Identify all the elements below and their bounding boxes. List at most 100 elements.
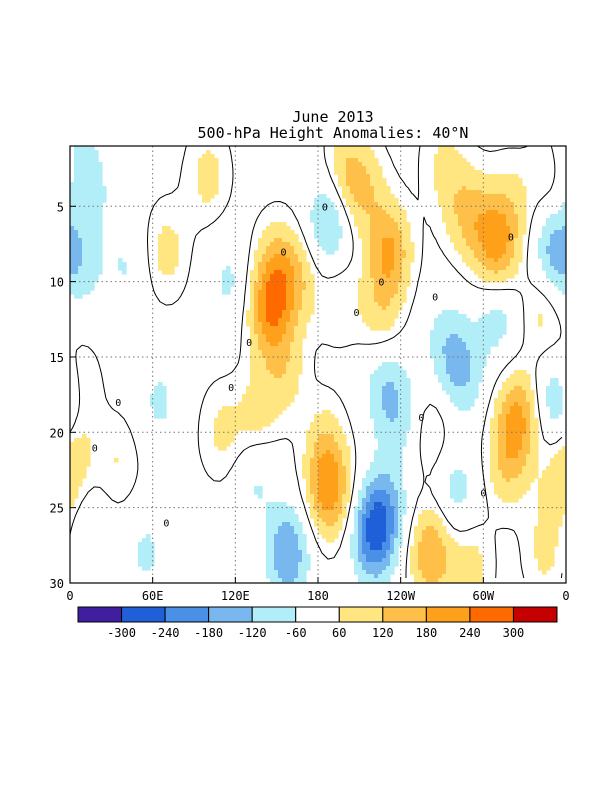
anomaly-cell: [314, 458, 319, 463]
anomaly-cell: [370, 302, 375, 307]
anomaly-cell: [430, 354, 435, 359]
anomaly-cell: [462, 386, 467, 391]
anomaly-cell: [502, 498, 507, 503]
anomaly-cell: [362, 182, 367, 187]
anomaly-cell: [554, 274, 559, 279]
anomaly-cell: [386, 558, 391, 563]
anomaly-cell: [94, 226, 99, 231]
anomaly-cell: [362, 478, 367, 483]
anomaly-cell: [490, 186, 495, 191]
anomaly-cell: [350, 146, 355, 151]
anomaly-cell: [446, 170, 451, 175]
anomaly-cell: [278, 294, 283, 299]
anomaly-cell: [74, 170, 79, 175]
anomaly-cell: [78, 194, 83, 199]
anomaly-cell: [422, 526, 427, 531]
anomaly-cell: [314, 522, 319, 527]
anomaly-cell: [290, 318, 295, 323]
anomaly-cell: [258, 386, 263, 391]
anomaly-cell: [462, 566, 467, 571]
anomaly-cell: [258, 250, 263, 255]
anomaly-cell: [86, 450, 91, 455]
anomaly-cell: [274, 234, 279, 239]
anomaly-cell: [278, 314, 283, 319]
anomaly-cell: [486, 254, 491, 259]
anomaly-cell: [82, 262, 87, 267]
anomaly-cell: [458, 314, 463, 319]
anomaly-cell: [270, 318, 275, 323]
anomaly-cell: [438, 530, 443, 535]
anomaly-cell: [266, 278, 271, 283]
anomaly-cell: [450, 322, 455, 327]
anomaly-cell: [442, 346, 447, 351]
anomaly-cell: [294, 286, 299, 291]
anomaly-cell: [494, 454, 499, 459]
anomaly-cell: [318, 210, 323, 215]
anomaly-cell: [362, 482, 367, 487]
anomaly-cell: [562, 482, 566, 487]
anomaly-cell: [382, 550, 387, 555]
anomaly-cell: [550, 498, 555, 503]
anomaly-cell: [558, 462, 563, 467]
anomaly-cell: [518, 434, 523, 439]
anomaly-cell: [514, 454, 519, 459]
anomaly-cell: [506, 450, 511, 455]
anomaly-cell: [122, 262, 127, 267]
anomaly-cell: [446, 554, 451, 559]
anomaly-cell: [454, 226, 459, 231]
anomaly-cell: [262, 282, 267, 287]
anomaly-cell: [418, 538, 423, 543]
anomaly-cell: [266, 526, 271, 531]
anomaly-cell: [366, 502, 371, 507]
anomaly-cell: [342, 166, 347, 171]
anomaly-cell: [366, 274, 371, 279]
anomaly-cell: [526, 470, 531, 475]
anomaly-cell: [462, 406, 467, 411]
anomaly-cell: [402, 234, 407, 239]
anomaly-cell: [294, 562, 299, 567]
anomaly-cell: [282, 534, 287, 539]
anomaly-cell: [306, 454, 311, 459]
anomaly-cell: [306, 306, 311, 311]
anomaly-cell: [302, 266, 307, 271]
anomaly-cell: [342, 158, 347, 163]
anomaly-cell: [294, 362, 299, 367]
anomaly-cell: [154, 394, 159, 399]
anomaly-cell: [162, 386, 167, 391]
anomaly-cell: [386, 234, 391, 239]
anomaly-cell: [522, 470, 527, 475]
anomaly-cell: [334, 438, 339, 443]
anomaly-cell: [86, 226, 91, 231]
anomaly-cell: [254, 250, 259, 255]
anomaly-cell: [382, 546, 387, 551]
anomaly-cell: [286, 394, 291, 399]
anomaly-cell: [354, 570, 359, 575]
anomaly-cell: [402, 298, 407, 303]
anomaly-cell: [374, 378, 379, 383]
anomaly-cell: [390, 502, 395, 507]
anomaly-cell: [82, 254, 87, 259]
anomaly-cell: [170, 246, 175, 251]
anomaly-cell: [278, 506, 283, 511]
anomaly-cell: [362, 198, 367, 203]
anomaly-cell: [514, 254, 519, 259]
anomaly-cell: [470, 250, 475, 255]
anomaly-cell: [518, 450, 523, 455]
anomaly-cell: [94, 234, 99, 239]
anomaly-cell: [514, 442, 519, 447]
anomaly-cell: [478, 230, 483, 235]
anomaly-cell: [358, 538, 363, 543]
anomaly-cell: [274, 258, 279, 263]
anomaly-cell: [258, 374, 263, 379]
anomaly-cell: [386, 554, 391, 559]
anomaly-cell: [74, 450, 79, 455]
anomaly-cell: [486, 318, 491, 323]
anomaly-cell: [334, 214, 339, 219]
anomaly-cell: [374, 198, 379, 203]
anomaly-cell: [518, 474, 523, 479]
anomaly-cell: [398, 538, 403, 543]
anomaly-cell: [294, 558, 299, 563]
anomaly-cell: [554, 222, 559, 227]
anomaly-cell: [94, 154, 99, 159]
anomaly-cell: [386, 218, 391, 223]
